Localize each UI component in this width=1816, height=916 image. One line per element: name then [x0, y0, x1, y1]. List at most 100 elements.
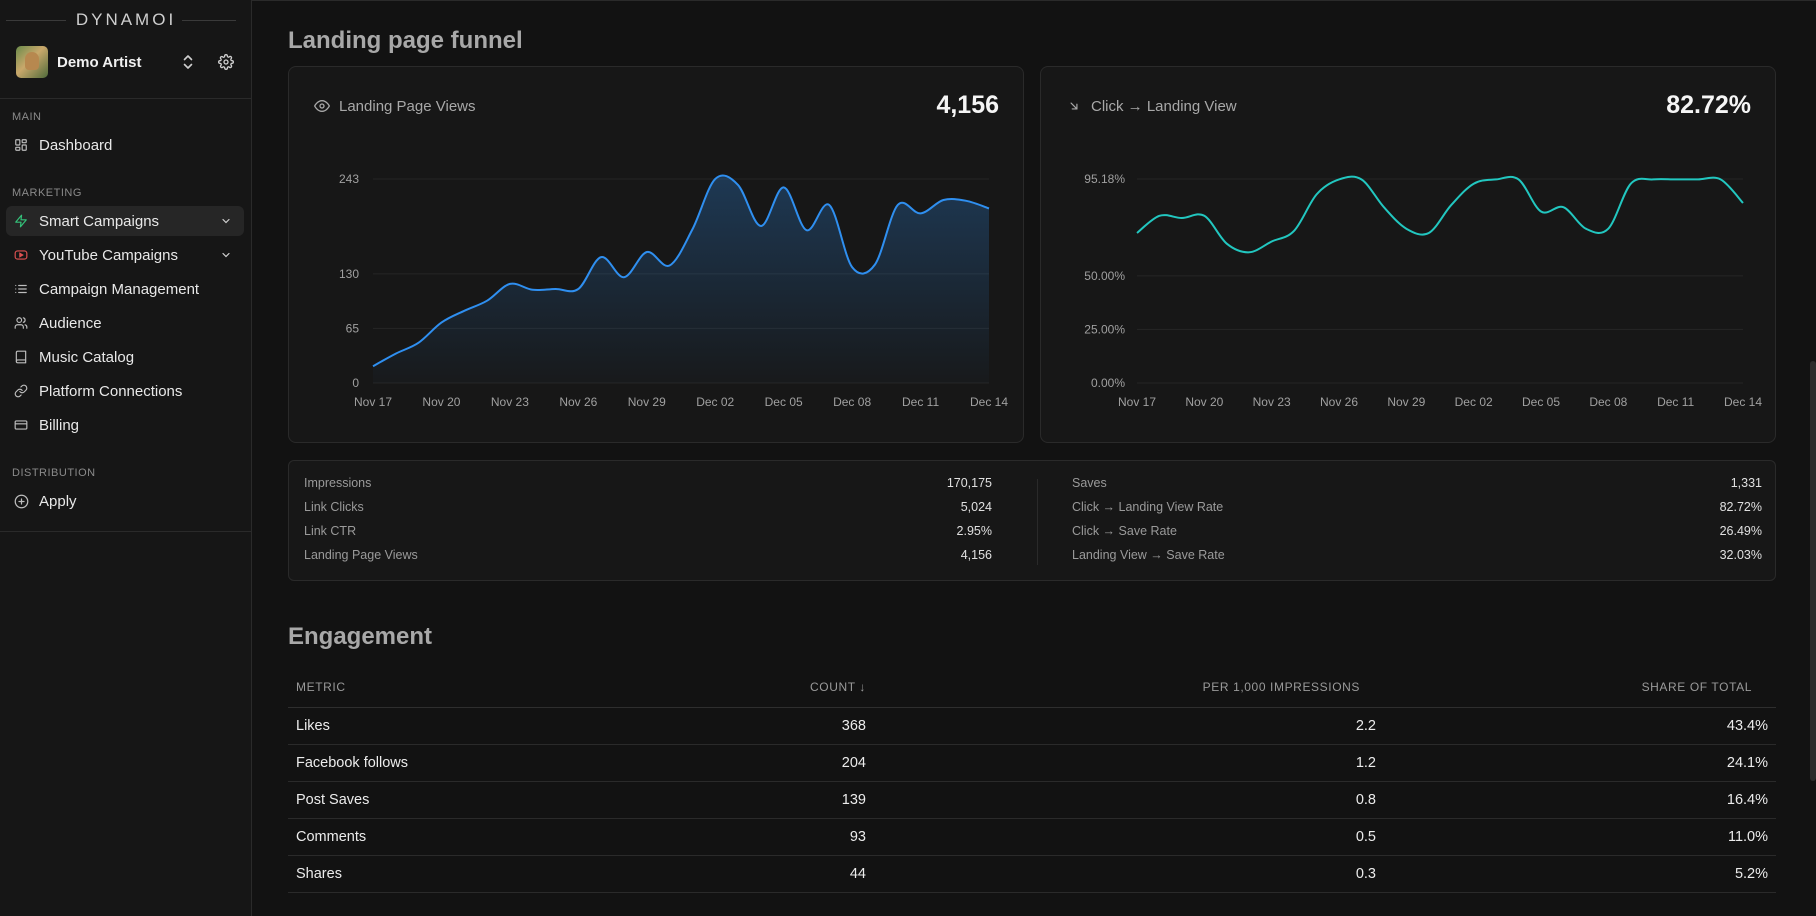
y-tick-label: 95.18% [1084, 172, 1125, 186]
sidebar-item-billing[interactable]: Billing [6, 410, 244, 440]
cell-count: 44 [688, 855, 874, 893]
sidebar-item-label: Billing [39, 416, 80, 434]
plus-circle-icon [13, 493, 29, 509]
sidebar-item-youtube-campaigns[interactable]: YouTube Campaigns [6, 240, 244, 270]
sidebar-item-label: Platform Connections [39, 382, 183, 400]
stat-label: Link Clicks [304, 500, 364, 514]
sidebar-item-apply[interactable]: Apply [6, 486, 244, 516]
x-tick-label: Nov 23 [1253, 395, 1291, 409]
x-tick-label: Nov 17 [354, 395, 392, 409]
cell-share: 43.4% [1384, 707, 1776, 745]
gear-icon[interactable] [216, 52, 236, 72]
stat-value: 4,156 [960, 548, 992, 562]
x-tick-label: Dec 11 [1657, 395, 1694, 409]
x-tick-label: Dec 02 [1455, 395, 1493, 409]
card-value: 82.72% [1666, 91, 1751, 119]
sort-arrow-down-icon: ↓ [859, 679, 866, 694]
column-header-count[interactable]: COUNT ↓ [688, 667, 874, 708]
cell-metric: Likes [288, 707, 688, 745]
column-header-label: COUNT [810, 679, 856, 694]
y-tick-label: 65 [346, 321, 360, 335]
book-icon [13, 349, 29, 365]
section-label-main: MAIN [12, 111, 42, 123]
cell-share: 5.2% [1384, 855, 1776, 893]
section-label-marketing: MARKETING [12, 187, 82, 199]
sidebar-item-platform-connections[interactable]: Platform Connections [6, 376, 244, 406]
cell-share: 11.0% [1384, 818, 1776, 856]
stat-row: Link CTR 2.95% [304, 521, 992, 541]
eye-icon [313, 97, 331, 115]
avatar [16, 46, 48, 78]
sidebar: DYNAMOI Demo Artist MAIN Dashboard MARKE… [0, 0, 252, 916]
sidebar-item-label: YouTube Campaigns [39, 246, 178, 264]
table-header-row: METRIC COUNT ↓ PER 1,000 IMPRESSIONS SHA… [288, 667, 1776, 708]
sidebar-item-campaign-management[interactable]: Campaign Management [6, 274, 244, 304]
x-tick-label: Nov 20 [422, 395, 460, 409]
series-line [372, 174, 990, 368]
sidebar-divider [0, 98, 252, 99]
brand-logo[interactable]: DYNAMOI [0, 8, 252, 32]
card-header: Landing Page Views [313, 97, 476, 115]
arrow-down-right-icon [1065, 97, 1083, 115]
cell-metric: Post Saves [288, 781, 688, 819]
stat-value: 26.49% [1719, 524, 1762, 538]
sidebar-item-smart-campaigns[interactable]: Smart Campaigns [6, 206, 244, 236]
column-header-per-1000[interactable]: PER 1,000 IMPRESSIONS [874, 667, 1384, 708]
click-to-landing-view-card: Click → Landing View 82.72% 0.00% 25.00% 5… [1040, 66, 1776, 443]
chevron-down-icon[interactable] [218, 247, 234, 263]
x-tick-label: Nov 26 [1320, 395, 1358, 409]
x-tick-label: Nov 26 [559, 395, 597, 409]
chevron-down-icon[interactable] [218, 213, 234, 229]
x-tick-label: Dec 14 [970, 395, 1008, 409]
sidebar-item-label: Apply [39, 492, 77, 510]
main-content: Landing page funnel Landing Page Views 4… [252, 0, 1816, 916]
click-to-landing-view-chart: 0.00% 25.00% 50.00% 95.18% Nov 17 Nov 20 Nov 2… [1084, 172, 1762, 409]
sidebar-item-music-catalog[interactable]: Music Catalog [6, 342, 244, 372]
section-label-distribution: DISTRIBUTION [12, 467, 96, 479]
stat-label: Landing View → Save Rate [1072, 548, 1225, 562]
y-tick-label: 0.00% [1091, 376, 1125, 390]
cell-metric: Comments [288, 818, 688, 856]
cell-count: 139 [688, 781, 874, 819]
sidebar-divider [0, 531, 252, 532]
stat-value: 170,175 [946, 476, 992, 490]
sidebar-item-label: Smart Campaigns [39, 212, 160, 230]
chevrons-up-down-icon[interactable] [178, 52, 198, 72]
card-label: Click → Landing View [1091, 97, 1237, 115]
cell-share: 24.1% [1384, 744, 1776, 782]
cell-metric: Facebook follows [288, 744, 688, 782]
cell-count: 368 [688, 707, 874, 745]
brand-divider-left [6, 20, 66, 21]
stat-row: Saves 1,331 [1072, 473, 1762, 493]
x-tick-label: Dec 08 [1589, 395, 1627, 409]
stat-row: Click → Landing View Rate 82.72% [1072, 497, 1762, 517]
column-header-share[interactable]: SHARE OF TOTAL [1384, 667, 1776, 708]
sidebar-item-dashboard[interactable]: Dashboard [6, 130, 244, 160]
artist-name: Demo Artist [57, 53, 142, 71]
stats-divider [1037, 479, 1038, 565]
table-row: Facebook follows 204 1.2 24.1% [288, 744, 1776, 782]
stat-label: Click → Landing View Rate [1072, 500, 1224, 514]
list-icon [13, 281, 29, 297]
stat-row: Impressions 170,175 [304, 473, 992, 493]
stat-label: Link CTR [304, 524, 357, 538]
sidebar-item-label: Dashboard [39, 136, 113, 154]
y-tick-label: 130 [339, 267, 359, 281]
scrollbar[interactable] [1810, 361, 1816, 781]
x-tick-label: Dec 05 [1522, 395, 1560, 409]
youtube-icon [13, 247, 29, 263]
x-tick-label: Nov 20 [1185, 395, 1223, 409]
dashboard-icon [13, 137, 29, 153]
sidebar-item-audience[interactable]: Audience [6, 308, 244, 338]
column-header-metric[interactable]: METRIC [288, 667, 688, 708]
artist-switcher[interactable]: Demo Artist [16, 44, 236, 80]
table-row: Likes 368 2.2 43.4% [288, 707, 1776, 745]
section-title-funnel: Landing page funnel [288, 27, 523, 54]
stat-value: 2.95% [956, 524, 992, 538]
x-tick-label: Nov 29 [628, 395, 666, 409]
cell-count: 93 [688, 818, 874, 856]
cell-per-1000: 2.2 [874, 707, 1384, 745]
x-tick-label: Dec 11 [902, 395, 939, 409]
x-tick-label: Dec 05 [765, 395, 803, 409]
